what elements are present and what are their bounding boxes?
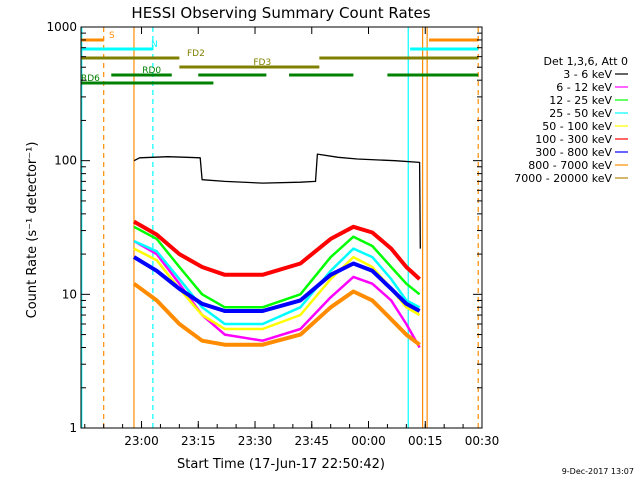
legend-label-1: 6 - 12 keV	[556, 81, 612, 94]
plot-frame	[80, 26, 483, 429]
x-axis-label: Start Time (17-Jun-17 22:50:42)	[177, 457, 385, 472]
series-line-3	[133, 239, 421, 326]
x-tick-label-6: 00:30	[465, 434, 500, 448]
legend-label-0: 3 - 6 keV	[563, 68, 612, 81]
series-line-2	[133, 225, 421, 309]
flag-label-fd2: FD2	[187, 49, 205, 59]
chart-title: HESSI Observing Summary Count Rates	[131, 4, 430, 22]
x-tick-label-1: 23:15	[181, 434, 216, 448]
x-tick-label-4: 00:00	[351, 434, 386, 448]
series-line-1	[133, 240, 421, 349]
series-line-0	[133, 153, 421, 249]
flag-label-n: N	[151, 40, 158, 50]
x-tick-label-3: 23:45	[294, 434, 329, 448]
legend-label-8: 7000 - 20000 keV	[514, 172, 612, 185]
legend-label-3: 25 - 50 keV	[549, 107, 612, 120]
legend-label-2: 12 - 25 keV	[549, 94, 612, 107]
x-tick-label-2: 23:30	[238, 434, 273, 448]
legend-label-5: 100 - 300 keV	[535, 133, 612, 146]
timestamp-label: 9-Dec-2017 13:07	[562, 467, 634, 476]
series-line-5	[133, 219, 421, 281]
flag-label-rd6: RD6	[81, 74, 100, 84]
flag-label-rd0: RD0	[142, 66, 161, 76]
y-tick-label-3: 1000	[46, 20, 77, 34]
legend-label-7: 800 - 7000 keV	[528, 159, 612, 172]
series-line-7	[132, 282, 421, 347]
x-tick-label-0: 23:00	[124, 434, 159, 448]
y-tick-label-0: 1	[69, 421, 77, 435]
legend-label-4: 50 - 100 keV	[542, 120, 612, 133]
legend-label-6: 300 - 800 keV	[535, 146, 612, 159]
y-axis-label: Count Rate (s⁻¹ detector⁻¹)	[25, 142, 40, 319]
y-tick-label-1: 10	[62, 287, 77, 301]
flag-label-fd3: FD3	[253, 58, 271, 68]
flag-label-s: S	[109, 31, 115, 41]
x-tick-label-5: 00:15	[408, 434, 443, 448]
y-tick-label-2: 100	[54, 154, 77, 168]
legend-title: Det 1,3,6, Att 0	[544, 55, 628, 68]
series-line-6	[132, 255, 421, 313]
